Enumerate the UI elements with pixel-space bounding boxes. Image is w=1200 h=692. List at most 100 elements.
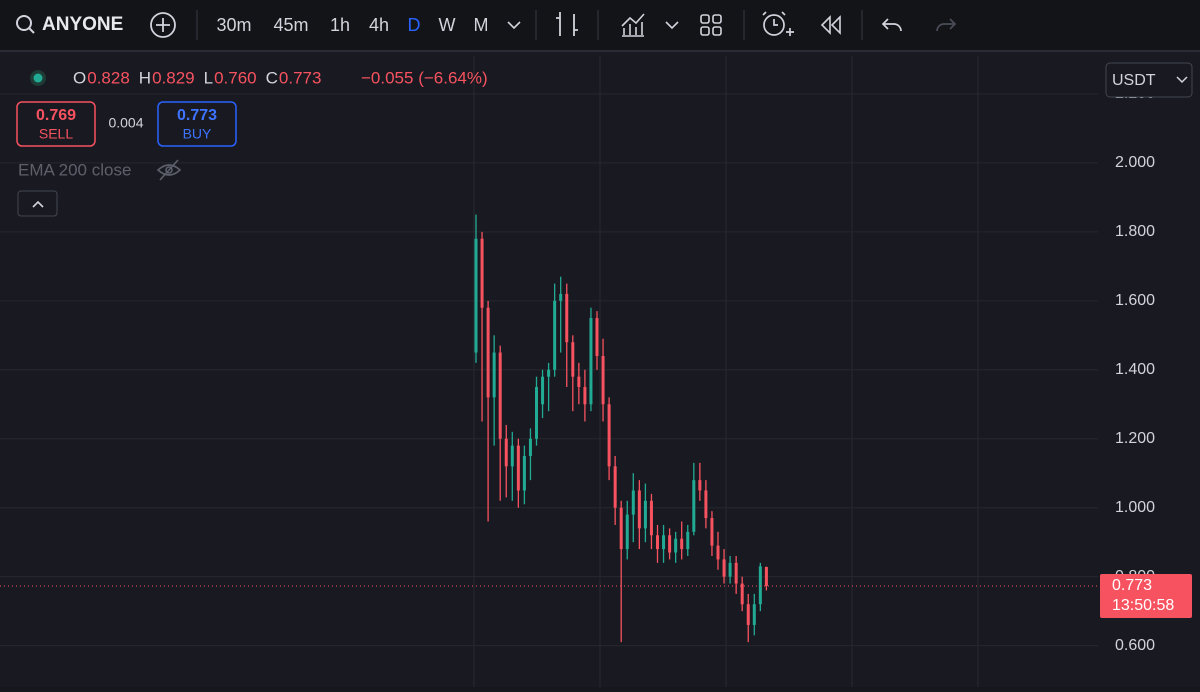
candle-body [758, 566, 762, 605]
interval[interactable]: 1h [330, 15, 350, 35]
candle-body [625, 514, 629, 550]
buy-button[interactable] [157, 101, 237, 147]
y-tick-label: 1.400 [1115, 361, 1155, 378]
candle-body [547, 369, 551, 377]
currency[interactable]: USDT [1112, 72, 1156, 89]
ohlc-value: 0.773 [279, 68, 322, 87]
candle-body [516, 445, 520, 491]
interval[interactable]: 30m [216, 15, 251, 35]
candle-body [716, 545, 720, 560]
ohlc-label: C [266, 68, 278, 87]
hidden-icon[interactable] [156, 159, 182, 181]
sell-button[interactable] [16, 101, 96, 147]
search-icon [28, 27, 35, 34]
replay-icon[interactable] [820, 15, 841, 35]
alert-icon[interactable] [762, 11, 794, 36]
sell-price[interactable]: 0.769 [36, 107, 76, 124]
candle-body [662, 535, 666, 550]
y-tick-label: 1.200 [1115, 430, 1155, 447]
interval[interactable]: D [408, 15, 421, 35]
indicators-more[interactable] [665, 21, 679, 30]
candle-body [522, 455, 526, 491]
candle-body [571, 342, 575, 377]
y-tick-label: 0.600 [1115, 637, 1155, 654]
candle-body [607, 404, 611, 467]
candle-body [740, 583, 744, 605]
candle-body [692, 480, 696, 532]
interval[interactable]: M [474, 15, 489, 35]
candle-body [734, 562, 738, 584]
currency-caret [1176, 76, 1188, 84]
indicators-icon[interactable] [621, 13, 645, 37]
candle-body [710, 518, 714, 546]
price-tag-value: 0.773 [1112, 577, 1152, 594]
candle-body [535, 387, 538, 439]
currency-select[interactable] [1105, 62, 1193, 98]
countdown: 13:50:58 [1112, 597, 1174, 614]
layout-icon[interactable] [700, 14, 722, 36]
candle-body [637, 490, 641, 529]
y-tick-label: 1.600 [1115, 292, 1155, 309]
interval[interactable]: 45m [273, 15, 308, 35]
candle-body [480, 238, 484, 308]
candle-body [704, 490, 708, 519]
candle-body [601, 355, 605, 405]
candle-body [528, 438, 532, 456]
toolbar [0, 0, 1200, 50]
add-symbol [156, 18, 170, 32]
candle-body [613, 466, 617, 508]
candle-body [698, 480, 702, 491]
candle-body [631, 490, 635, 515]
ohlc-label: H [139, 68, 151, 87]
collapse-icon [32, 200, 44, 208]
symbol[interactable]: ANYONE [42, 14, 123, 35]
candle-body [589, 318, 593, 405]
more-intervals[interactable] [507, 21, 521, 30]
collapse-button[interactable] [17, 190, 58, 217]
status-dot [33, 73, 43, 83]
ohlc-label: O [73, 68, 86, 87]
y-tick-label: 2.000 [1115, 154, 1155, 171]
candle-body [577, 376, 581, 388]
candle-body [486, 307, 490, 398]
ohlc-value: 0.760 [214, 68, 257, 87]
candle-body [498, 352, 502, 439]
candle-body [504, 438, 508, 467]
ohlc-label: L [204, 68, 213, 87]
candle-body [728, 562, 732, 577]
change: −0.055 (−6.64%) [361, 68, 488, 87]
interval[interactable]: W [439, 15, 456, 35]
candle-body [752, 604, 756, 625]
candle-body [619, 507, 623, 550]
redo[interactable] [936, 18, 957, 32]
bars-icon[interactable] [556, 12, 578, 36]
buy-price[interactable]: 0.773 [177, 107, 217, 124]
candle-body [722, 559, 726, 577]
candle-body [595, 318, 599, 356]
candle-body [746, 604, 750, 625]
undo[interactable] [881, 18, 902, 32]
spread: 0.004 [108, 115, 143, 131]
ohlc-value: 0.829 [152, 68, 195, 87]
candle-body [764, 567, 768, 586]
sell-label[interactable]: SELL [39, 126, 73, 142]
candle-body [674, 538, 678, 553]
candle-body [492, 352, 496, 398]
candle-body [686, 531, 690, 550]
candle-body [656, 535, 659, 550]
v-grid [473, 56, 979, 687]
add-symbol[interactable] [150, 12, 176, 38]
y-tick-label: 1.000 [1115, 499, 1155, 516]
price-tag [1100, 573, 1192, 618]
candle-body [583, 387, 587, 405]
buy-label[interactable]: BUY [183, 126, 212, 142]
y-tick-label: 1.800 [1115, 223, 1155, 240]
candle-body [510, 445, 514, 467]
candle-body [668, 535, 672, 553]
indicator: EMA 200 close [18, 160, 131, 179]
search-icon[interactable] [16, 15, 32, 31]
candle-body [649, 500, 653, 536]
ohlc-value: 0.828 [87, 68, 130, 87]
interval[interactable]: 4h [369, 15, 389, 35]
